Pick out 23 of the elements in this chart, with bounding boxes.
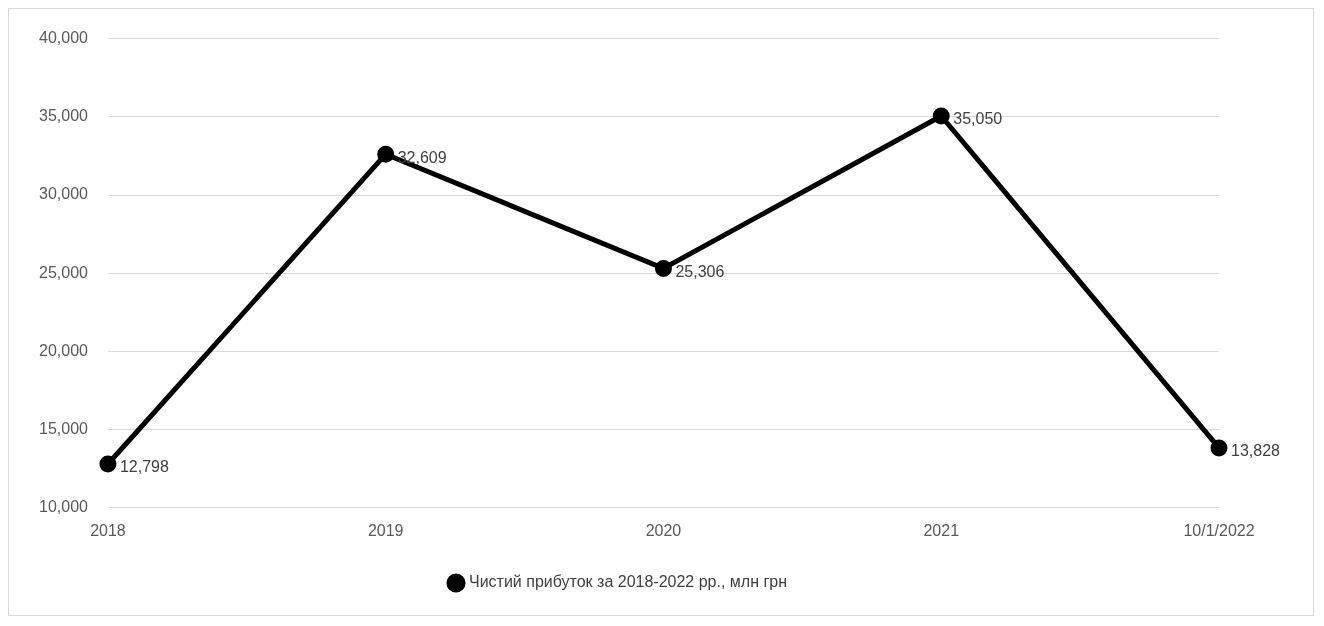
legend-label: Чистий прибуток за 2018-2022 рр., млн грн: [468, 573, 788, 591]
point: [932, 107, 950, 125]
y-tick-label: 40,000: [39, 29, 89, 47]
y-tick-label: 35,000: [39, 107, 89, 125]
point: [99, 455, 117, 473]
data-label: 25,306: [675, 262, 725, 280]
data-label: 13,828: [1231, 442, 1281, 460]
x-tick-label: 10/1/2022: [1183, 521, 1255, 539]
point: [1210, 439, 1228, 457]
x-tick-label: 2021: [923, 521, 960, 539]
y-tick-label: 10,000: [39, 498, 89, 516]
x-tick-label: 2018: [90, 521, 126, 539]
point: [377, 145, 395, 163]
data-label: 32,609: [397, 148, 447, 166]
x-tick-label: 2019: [367, 521, 404, 539]
point: [654, 259, 672, 277]
x-tick-label: 2020: [645, 521, 682, 539]
y-tick-label: 25,000: [39, 263, 89, 281]
y-tick-label: 30,000: [39, 185, 89, 203]
y-tick-label: 20,000: [39, 341, 89, 359]
y-tick-label: 15,000: [39, 420, 89, 438]
data-label: 35,050: [953, 110, 1003, 128]
data-label: 12,798: [119, 458, 169, 476]
